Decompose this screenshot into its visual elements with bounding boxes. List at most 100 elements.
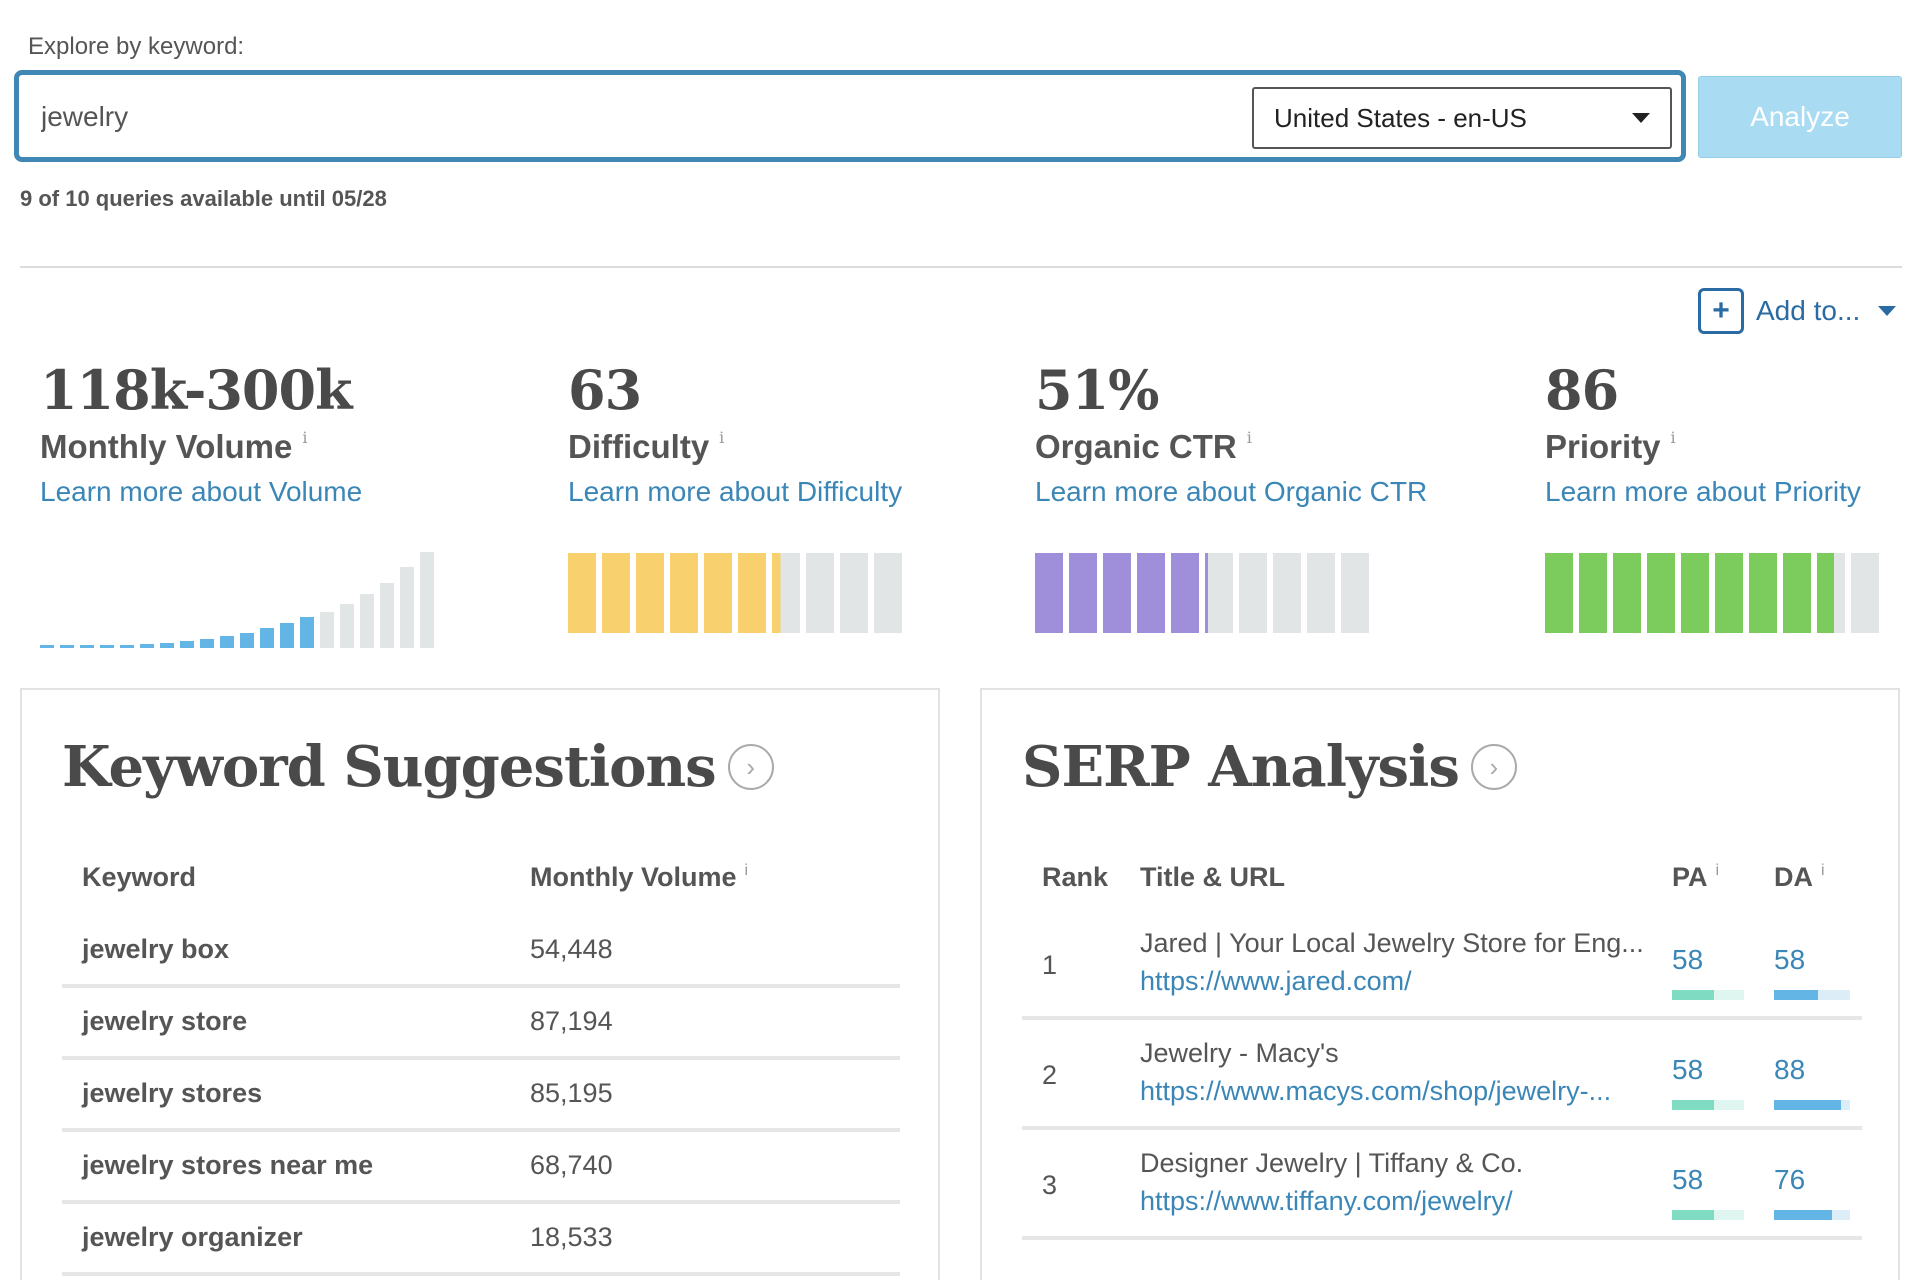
learn-more-priority-link[interactable]: Learn more about Priority xyxy=(1545,476,1861,507)
volume-bar xyxy=(260,628,274,648)
info-icon[interactable]: i xyxy=(1246,428,1252,447)
volume-bar xyxy=(140,644,154,648)
analyze-button[interactable]: Analyze xyxy=(1698,76,1902,158)
meter-segment xyxy=(1035,553,1063,633)
table-row: 1 Jared | Your Local Jewelry Store for E… xyxy=(1022,910,1862,1020)
metric-label: Monthly Volume xyxy=(40,428,293,465)
volume-bar xyxy=(380,583,394,648)
learn-more-volume-link[interactable]: Learn more about Volume xyxy=(40,476,363,507)
organic-ctr-meter xyxy=(1035,553,1375,633)
column-header-monthly-volume: Monthly Volume i xyxy=(530,862,748,893)
volume-bar xyxy=(80,645,94,648)
column-header-da: DA i xyxy=(1774,862,1825,893)
result-url-link[interactable]: https://www.macys.com/shop/jewelry-... xyxy=(1140,1076,1612,1106)
pa-score-fill xyxy=(1672,1100,1714,1110)
metric-priority: 86 Priority i Learn more about Priority xyxy=(1545,358,1861,508)
add-to-label: Add to... xyxy=(1756,295,1861,326)
chevron-right-icon[interactable]: › xyxy=(727,744,774,790)
volume-bar xyxy=(400,567,414,648)
volume-cell: 87,194 xyxy=(530,1006,613,1036)
meter-segment xyxy=(1749,553,1777,633)
keyword-cell: jewelry store xyxy=(82,1006,248,1036)
meter-segment xyxy=(806,553,834,633)
result-url-link[interactable]: https://www.jared.com/ xyxy=(1140,966,1412,996)
volume-bar xyxy=(100,645,114,648)
caret-down-icon xyxy=(1878,306,1897,316)
meter-segment xyxy=(1715,553,1743,633)
table-row[interactable]: jewelry organizer 18,533 xyxy=(62,1204,900,1276)
column-header-rank: Rank xyxy=(1042,862,1109,892)
meter-segment xyxy=(1681,553,1709,633)
volume-bar xyxy=(60,645,74,648)
table-row[interactable]: jewelry box 54,448 xyxy=(62,916,900,988)
volume-cell: 54,448 xyxy=(530,934,613,964)
volume-bar xyxy=(200,639,214,648)
table-row[interactable]: jewelry store 87,194 xyxy=(62,988,900,1060)
divider xyxy=(20,266,1902,268)
pa-score-fill xyxy=(1672,1210,1714,1220)
result-title: Jewelry - Macy's xyxy=(1140,1038,1339,1068)
meter-segment xyxy=(874,553,902,633)
volume-trend-chart xyxy=(40,548,440,648)
pa-score-bar xyxy=(1672,1210,1744,1220)
volume-bar xyxy=(40,645,54,648)
column-header-label: DA xyxy=(1774,862,1813,892)
keyword-search-input[interactable] xyxy=(41,95,1221,139)
volume-bar xyxy=(300,617,314,648)
keyword-cell: jewelry box xyxy=(82,934,230,964)
da-score-fill xyxy=(1774,1210,1832,1220)
meter-segment xyxy=(1205,553,1233,633)
table-row[interactable]: jewelry stores 85,195 xyxy=(62,1060,900,1132)
pa-value: 58 xyxy=(1672,1054,1704,1085)
meter-segment xyxy=(1239,553,1267,633)
rank-cell: 2 xyxy=(1042,1060,1058,1090)
meter-segment xyxy=(1851,553,1879,633)
info-icon[interactable]: i xyxy=(744,862,749,879)
metric-difficulty: 63 Difficulty i Learn more about Difficu… xyxy=(568,358,902,508)
table-row[interactable]: jewelry stores near me 68,740 xyxy=(62,1132,900,1204)
info-icon[interactable]: i xyxy=(1670,428,1676,447)
meter-segment xyxy=(840,553,868,633)
da-score-fill xyxy=(1774,1100,1841,1110)
difficulty-meter xyxy=(568,553,908,633)
info-icon[interactable]: i xyxy=(719,428,725,447)
da-score-fill xyxy=(1774,990,1819,1000)
volume-bar xyxy=(240,633,254,648)
meter-segment xyxy=(1647,553,1675,633)
volume-bar xyxy=(320,612,334,648)
result-title: Designer Jewelry | Tiffany & Co. xyxy=(1140,1148,1524,1178)
meter-segment xyxy=(602,553,630,633)
pa-value: 58 xyxy=(1672,1164,1704,1195)
column-header-keyword: Keyword xyxy=(82,862,197,892)
pa-score-fill xyxy=(1672,990,1714,1000)
metric-organic-ctr: 51% Organic CTR i Learn more about Organ… xyxy=(1035,358,1427,508)
meter-segment xyxy=(1273,553,1301,633)
add-to-button[interactable]: + Add to... xyxy=(1698,288,1897,334)
panel-title: SERP Analysis xyxy=(1022,734,1460,800)
da-value: 58 xyxy=(1774,944,1806,975)
volume-bar xyxy=(340,604,354,648)
metric-value: 51% xyxy=(1035,358,1159,422)
da-score-bar xyxy=(1774,990,1850,1000)
table-row: 2 Jewelry - Macy's https://www.macys.com… xyxy=(1022,1020,1862,1130)
meter-segment xyxy=(1103,553,1131,633)
learn-more-difficulty-link[interactable]: Learn more about Difficulty xyxy=(568,476,903,507)
meter-segment xyxy=(1783,553,1811,633)
info-icon[interactable]: i xyxy=(1715,862,1720,879)
info-icon[interactable]: i xyxy=(302,428,308,447)
chevron-right-icon[interactable]: › xyxy=(1470,744,1517,790)
column-header-label: Monthly Volume xyxy=(530,862,737,892)
panel-title: Keyword Suggestions xyxy=(62,734,717,800)
result-url-link[interactable]: https://www.tiffany.com/jewelry/ xyxy=(1140,1186,1513,1216)
pa-value: 58 xyxy=(1672,944,1704,975)
meter-segment xyxy=(636,553,664,633)
volume-cell: 85,195 xyxy=(530,1078,613,1108)
volume-bar xyxy=(280,623,294,648)
column-header-title-url: Title & URL xyxy=(1140,862,1286,892)
learn-more-organic-ctr-link[interactable]: Learn more about Organic CTR xyxy=(1035,476,1428,507)
metric-value: 63 xyxy=(568,358,642,422)
info-icon[interactable]: i xyxy=(1821,862,1825,879)
result-title: Jared | Your Local Jewelry Store for Eng… xyxy=(1140,928,1644,958)
locale-select[interactable]: United States - en-US xyxy=(1252,87,1672,149)
metric-label: Difficulty xyxy=(568,428,710,465)
